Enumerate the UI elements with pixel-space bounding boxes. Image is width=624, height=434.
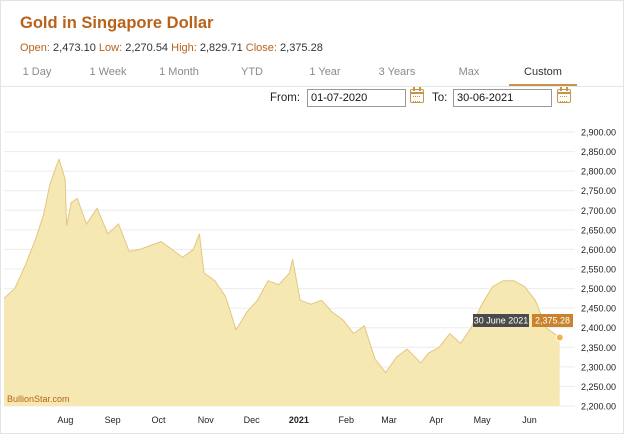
tab-1-day[interactable]: 1 Day bbox=[22, 66, 52, 78]
open-label: Open: bbox=[20, 42, 50, 54]
x-tick-label: Aug bbox=[57, 415, 73, 425]
tooltip-date-box bbox=[473, 314, 529, 327]
y-tick-label: 2,200.00 bbox=[581, 402, 616, 412]
y-tick-label: 2,900.00 bbox=[581, 128, 616, 138]
y-tick-label: 2,500.00 bbox=[581, 284, 616, 294]
high-value: 2,829.71 bbox=[199, 42, 243, 54]
last-point-marker bbox=[555, 333, 564, 342]
to-calendar-icon[interactable] bbox=[557, 87, 571, 103]
y-tick-label: 2,350.00 bbox=[581, 343, 616, 353]
low-value: 2,270.54 bbox=[125, 42, 169, 54]
credit-text: BullionStar.com bbox=[7, 394, 70, 404]
open-value: 2,473.10 bbox=[53, 42, 96, 54]
y-tick-label: 2,700.00 bbox=[581, 206, 616, 216]
tab-ytd[interactable]: YTD bbox=[241, 66, 263, 78]
y-tick-label: 2,300.00 bbox=[581, 362, 616, 372]
y-tick-label: 2,550.00 bbox=[581, 265, 616, 275]
y-tick-label: 2,800.00 bbox=[581, 167, 616, 177]
x-tick-label: Feb bbox=[338, 415, 354, 425]
from-calendar-icon[interactable] bbox=[410, 87, 424, 103]
tooltip-date: 30 June 2021 bbox=[474, 316, 529, 326]
x-tick-label: Oct bbox=[151, 415, 166, 425]
x-tick-label: May bbox=[474, 415, 492, 425]
y-tick-label: 2,750.00 bbox=[581, 186, 616, 196]
from-label: From: bbox=[270, 92, 301, 104]
y-tick-label: 2,650.00 bbox=[581, 225, 616, 235]
from-date-input[interactable]: 01-07-2020 bbox=[307, 89, 406, 107]
close-value: 2,375.28 bbox=[280, 42, 323, 54]
area-fill bbox=[4, 159, 560, 406]
high-label: High: bbox=[171, 42, 197, 54]
to-label: To: bbox=[432, 92, 448, 104]
range-tabs: 1 Day 1 Week 1 Month YTD 1 Year 3 Years … bbox=[1, 59, 624, 87]
x-tick-label: Apr bbox=[429, 415, 443, 425]
y-tick-label: 2,400.00 bbox=[581, 323, 616, 333]
tab-1-year[interactable]: 1 Year bbox=[309, 66, 341, 78]
y-tick-label: 2,850.00 bbox=[581, 147, 616, 157]
area-line bbox=[3, 157, 560, 374]
x-tick-label: Nov bbox=[198, 415, 215, 425]
tab-max[interactable]: Max bbox=[458, 66, 480, 78]
tab-1-week[interactable]: 1 Week bbox=[89, 66, 127, 78]
x-tick-label: 2021 bbox=[289, 415, 309, 425]
x-tick-label: Jun bbox=[522, 415, 537, 425]
x-tick-label: Mar bbox=[381, 415, 397, 425]
y-tick-label: 2,600.00 bbox=[581, 245, 616, 255]
tab-3-years[interactable]: 3 Years bbox=[378, 66, 416, 78]
tab-custom[interactable]: Custom bbox=[509, 59, 577, 86]
close-label: Close: bbox=[245, 42, 277, 54]
ohlc-summary: Open: 2,473.10 Low: 2,270.54 High: 2,829… bbox=[20, 42, 323, 54]
tooltip-value-box bbox=[532, 314, 573, 327]
page-title: Gold in Singapore Dollar bbox=[20, 14, 214, 32]
x-tick-label: Sep bbox=[105, 415, 121, 425]
low-label: Low: bbox=[98, 42, 123, 54]
tooltip-value: 2,375.28 bbox=[535, 316, 570, 326]
y-tick-label: 2,250.00 bbox=[581, 382, 616, 392]
tab-1-month[interactable]: 1 Month bbox=[159, 66, 199, 78]
to-date-input[interactable]: 30-06-2021 bbox=[453, 89, 552, 107]
x-tick-label: Dec bbox=[244, 415, 261, 425]
y-tick-label: 2,450.00 bbox=[581, 304, 616, 314]
